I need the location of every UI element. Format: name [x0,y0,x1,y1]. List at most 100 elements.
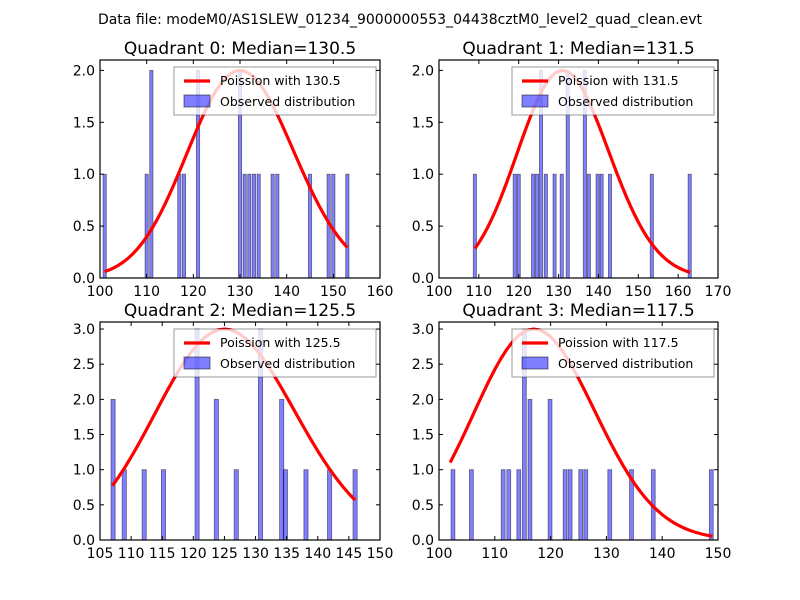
histogram-bar [516,173,521,279]
x-tick-label: 125 [211,546,238,562]
histogram-bar [251,173,257,279]
x-tick-label: 145 [336,546,363,562]
y-tick-label: 3.0 [412,322,434,338]
y-tick-label: 2.0 [412,63,434,79]
histogram-bar [472,173,477,279]
legend-label-poisson: Poission with 131.5 [558,73,679,88]
axes-frame [438,321,719,541]
histogram-bar [303,469,309,541]
y-tick-label: 0.0 [412,533,434,549]
histogram-bar [327,469,333,541]
subplot-quadrant-3: 100 110 120 130 140 150 0.0 0.5 1.0 1.5 2.0 2.5 3.0 Q… [412,301,732,562]
x-tick-label: 130 [545,284,572,300]
legend-label-poisson: Poission with 125.5 [220,335,341,350]
legend: Poission with 125.5 Observed distribution [173,328,377,378]
y-tick-label: 1.5 [73,115,95,131]
x-tick-label: 110 [133,284,160,300]
histogram-bar [527,398,533,541]
histogram-bar [708,469,714,541]
subplot-quadrant-2: 105 110 115 120 125 130 135 140 145 150 0.0 0.5 1.0 1… [73,301,394,562]
y-tick-label: 2.5 [412,357,434,373]
legend-label-observed: Observed distribution [558,356,693,371]
y-tick-label: 0.0 [73,271,95,287]
x-tick-label: 140 [649,546,676,562]
y-tick-label: 1.5 [73,428,95,444]
histogram-bar [469,469,474,541]
y-tick-label: 1.0 [73,167,95,183]
histogram-bar [233,469,239,541]
histogram-bar [567,469,573,541]
histogram-bar [213,398,219,541]
subplot-title: Quadrant 1: Median=131.5 [462,39,694,59]
y-tick-label: 1.0 [412,167,434,183]
axes-frame [99,321,381,541]
legend-label-observed: Observed distribution [220,356,355,371]
subplot-title: Quadrant 0: Median=130.5 [124,39,356,59]
subplot-quadrant-0: 100 110 120 130 140 150 160 0.0 0.5 1.0 1.5 2.0 Quad… [73,39,394,300]
axes-frame [438,59,719,279]
histogram-bar [516,469,522,541]
legend: Poission with 117.5 Observed distribution [511,328,715,378]
histogram-bar [345,173,350,279]
y-tick-label: 1.0 [412,463,434,479]
x-tick-label: 115 [149,546,176,562]
x-tick-label: 100 [426,546,453,562]
x-tick-label: 160 [665,284,692,300]
histogram-bar [547,398,553,541]
histogram-bar [586,173,591,279]
histogram-bar [450,469,456,541]
x-tick-label: 150 [367,546,394,562]
histogram-bar [562,469,568,541]
histogram-bar [352,469,358,541]
histogram-bar [275,173,280,279]
y-tick-label: 0.0 [412,271,434,287]
histogram-bar [177,173,182,279]
histogram-bar [141,469,147,541]
y-tick-label: 0.0 [73,533,95,549]
histogram-bar [607,469,613,541]
x-tick-label: 140 [273,284,300,300]
histogram-bar [160,469,166,541]
x-tick-label: 110 [481,546,508,562]
y-tick-label: 1.0 [73,463,95,479]
histogram-bar [149,69,154,279]
legend-bar-swatch [183,94,211,108]
y-tick-label: 1.5 [412,115,434,131]
y-tick-label: 0.5 [412,219,434,235]
histogram-bar [531,173,536,279]
y-tick-label: 0.5 [73,219,95,235]
histogram-bar [121,469,127,541]
x-tick-label: 120 [180,284,207,300]
histogram-bar [270,173,275,279]
legend-bar-swatch [183,356,211,370]
histogram-bar [181,173,187,279]
histogram-bar [578,469,584,541]
x-tick-label: 130 [227,284,254,300]
legend-bar-swatch [521,356,549,370]
histogram-bar [144,173,149,279]
histogram-bar [552,173,557,279]
y-tick-label: 2.0 [73,392,95,408]
histogram-bar [687,173,692,279]
x-tick-label: 110 [465,284,492,300]
x-tick-label: 120 [180,546,207,562]
x-tick-label: 150 [705,546,732,562]
x-tick-label: 110 [118,546,145,562]
histogram-bar [500,469,506,541]
y-tick-label: 0.5 [412,498,434,514]
legend-label-observed: Observed distribution [558,94,693,109]
x-tick-label: 105 [87,546,114,562]
histogram-bar [543,173,548,279]
histogram-bar [595,173,600,279]
y-tick-label: 2.0 [73,63,95,79]
poisson-curve [448,327,713,538]
x-tick-label: 150 [320,284,347,300]
legend-bar-swatch [521,94,549,108]
x-tick-label: 130 [593,546,620,562]
legend: Poission with 130.5 Observed distribution [173,66,377,116]
y-tick-label: 2.5 [73,357,95,373]
histogram-bar [649,173,654,279]
y-tick-label: 2.0 [412,392,434,408]
x-tick-label: 150 [625,284,652,300]
